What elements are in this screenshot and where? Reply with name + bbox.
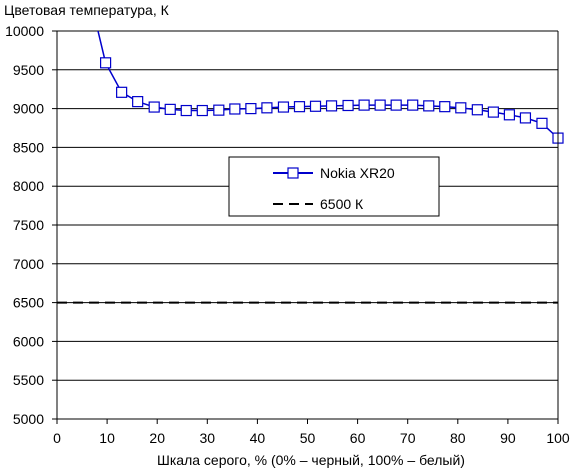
y-tick-label: 8500 — [13, 139, 44, 155]
data-point-marker — [374, 99, 386, 111]
x-tick-label: 90 — [500, 430, 516, 446]
legend-box — [228, 156, 440, 217]
data-point-marker — [358, 99, 370, 111]
series-line-0 — [97, 31, 558, 139]
legend-marker-nokia — [287, 167, 299, 179]
data-point-marker — [116, 86, 128, 98]
data-point-marker — [519, 112, 532, 124]
y-tick-label: 6000 — [13, 333, 44, 349]
x-tick-label: 50 — [300, 430, 316, 446]
y-tick-label: 7000 — [13, 256, 44, 272]
y-tick-label: 5500 — [13, 372, 44, 388]
data-point-marker — [455, 102, 467, 114]
y-tick-label: 10000 — [5, 23, 44, 39]
y-tick-label: 7500 — [13, 217, 44, 233]
x-tick-label: 30 — [200, 430, 216, 446]
chart-title: Цветовая температура, К — [4, 2, 170, 18]
x-tick-label: 80 — [450, 430, 466, 446]
data-point-marker — [407, 99, 419, 111]
x-tick-label: 100 — [546, 430, 570, 446]
data-point-marker — [213, 104, 225, 116]
data-point-marker — [325, 100, 338, 112]
data-point-marker — [148, 101, 160, 113]
data-point-marker — [164, 103, 176, 115]
y-tick-labels: 5000 5500 6000 6500 7000 7500 8000 8500 9000 9500… — [5, 23, 57, 427]
data-point-marker — [99, 57, 112, 69]
data-point-marker — [293, 101, 306, 113]
x-tick-label: 60 — [350, 430, 366, 446]
legend-label-6500: 6500 К — [320, 196, 364, 212]
data-point-marker — [342, 99, 354, 112]
y-tick-label: 6500 — [13, 295, 44, 311]
data-point-marker — [487, 106, 499, 118]
x-tick-labels: 0 10 20 30 40 50 60 70 80 90 100 — [53, 419, 570, 446]
data-point-marker — [245, 102, 257, 115]
series-group — [57, 31, 564, 304]
y-tick-label: 5000 — [13, 411, 44, 427]
data-point-marker — [503, 109, 516, 121]
data-point-marker — [390, 99, 402, 111]
x-tick-label: 70 — [400, 430, 416, 446]
data-point-marker — [536, 117, 548, 129]
x-tick-label: 40 — [250, 430, 266, 446]
legend-label-nokia: Nokia XR20 — [320, 165, 395, 181]
x-tick-label: 0 — [53, 430, 61, 446]
data-point-marker — [229, 103, 241, 115]
x-tick-label: 10 — [99, 430, 115, 446]
x-axis-label: Шкала серого, % (0% – черный, 100% – бел… — [157, 452, 465, 468]
data-point-marker — [309, 100, 322, 112]
data-point-marker — [277, 101, 290, 113]
data-point-marker — [439, 101, 451, 113]
y-tick-label: 8000 — [13, 178, 44, 194]
y-tick-label: 9500 — [13, 62, 44, 78]
data-point-marker — [423, 100, 435, 112]
data-point-marker — [180, 104, 192, 117]
y-tick-label: 9000 — [13, 101, 44, 117]
x-tick-label: 20 — [149, 430, 165, 446]
data-point-marker — [132, 96, 144, 108]
data-point-marker — [471, 104, 483, 116]
legend: Nokia XR20 6500 К — [228, 156, 440, 217]
data-point-marker — [261, 102, 273, 114]
data-point-marker — [196, 104, 208, 117]
